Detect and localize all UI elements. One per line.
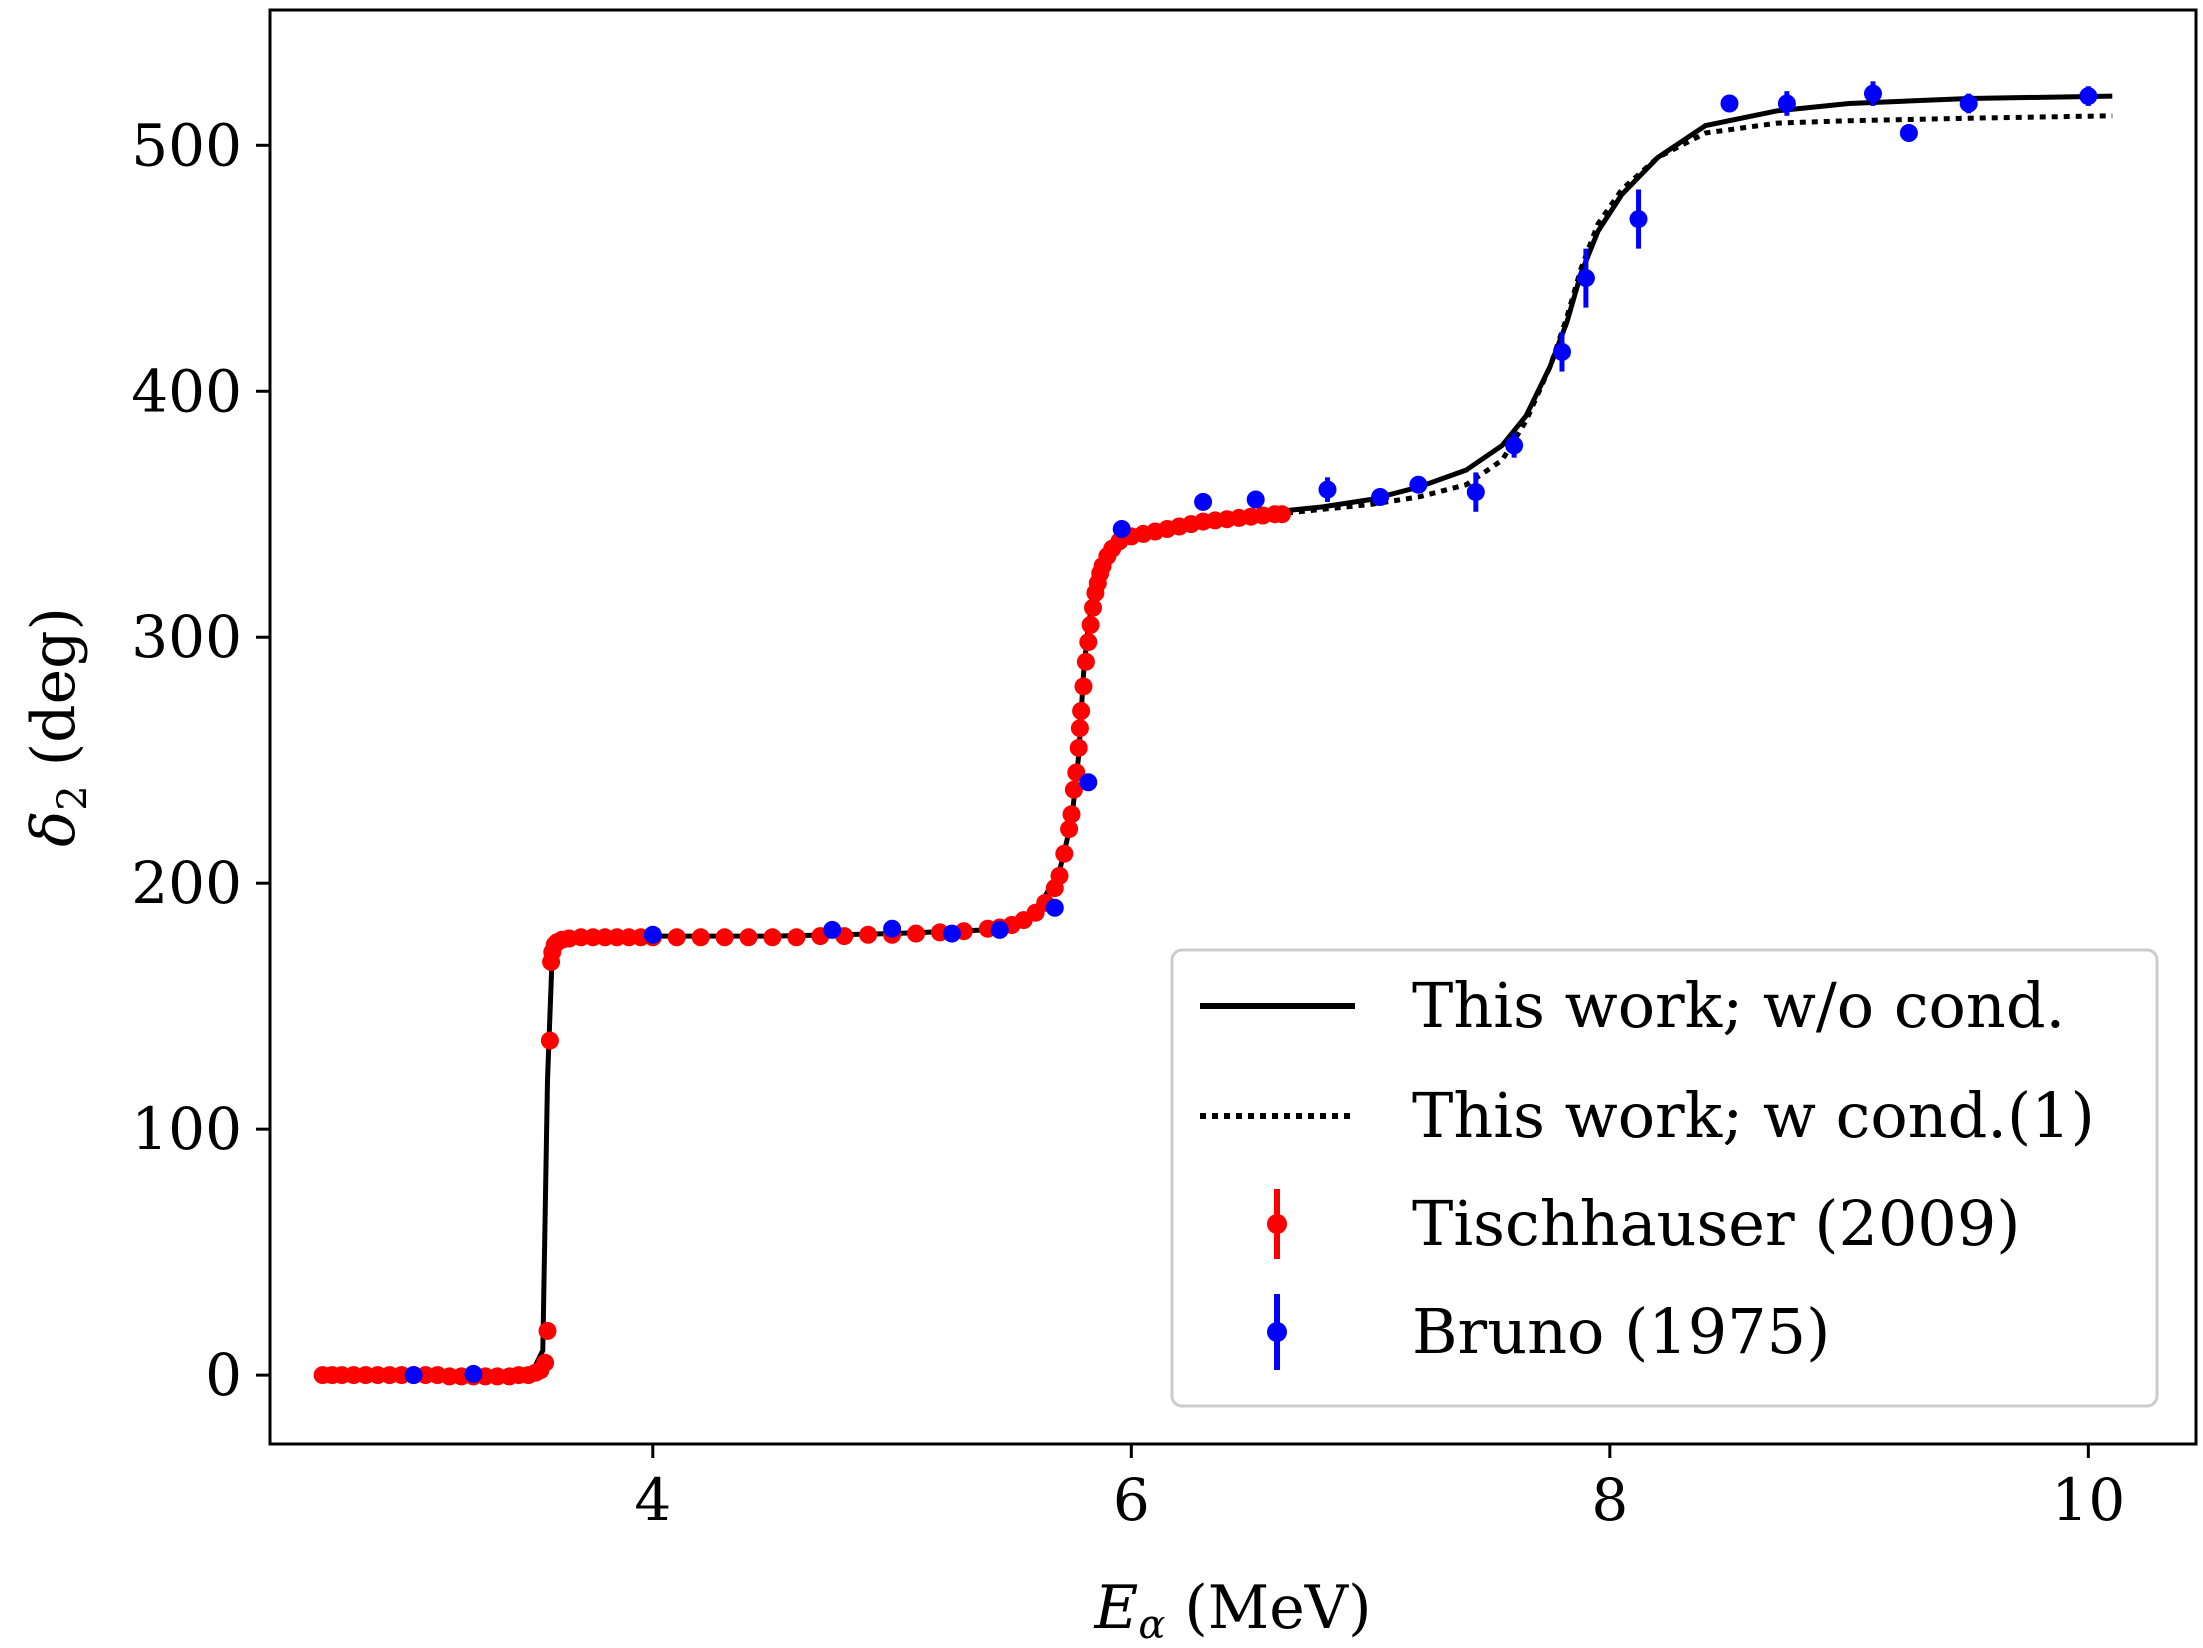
legend-frame — [1170, 948, 2159, 1408]
data-point — [404, 1366, 423, 1385]
data-point — [1505, 436, 1524, 455]
x-tick-label: 10 — [2051, 1466, 2125, 1534]
data-point — [536, 1353, 555, 1372]
plot-frame — [268, 8, 2198, 1446]
data-point — [942, 924, 961, 943]
data-point — [1069, 738, 1088, 757]
data-point — [667, 928, 686, 947]
legend: This work; w/o cond. This work; w cond.(… — [1170, 948, 2159, 1408]
legend-label-solid: This work; w/o cond. — [1412, 969, 2065, 1042]
legend-blue-marker-icon — [1267, 1322, 1287, 1342]
x-tick-label: 8 — [1591, 1466, 1628, 1534]
data-point — [1045, 898, 1064, 917]
data-point — [1084, 598, 1102, 617]
data-point — [739, 928, 758, 947]
data-point — [1079, 773, 1098, 792]
legend-label-bruno: Bruno (1975) — [1412, 1295, 1830, 1368]
data-point — [464, 1364, 483, 1383]
legend-red-marker-icon — [1267, 1214, 1287, 1234]
data-point — [1050, 866, 1069, 885]
y-tick-label: 0 — [205, 1341, 242, 1409]
data-point — [1576, 269, 1595, 288]
x-tick-label: 4 — [634, 1466, 671, 1534]
data-point — [1371, 488, 1390, 506]
data-point — [2079, 87, 2098, 106]
data-point — [1112, 520, 1131, 538]
data-point — [907, 924, 925, 943]
x-axis-label: Eα (MeV) — [1094, 1573, 1372, 1648]
data-point — [859, 925, 878, 944]
data-point — [1074, 677, 1093, 696]
data-point — [1060, 820, 1079, 839]
y-axis-label: δ2 (deg) — [19, 607, 96, 847]
data-point — [1864, 84, 1882, 103]
data-point — [990, 920, 1009, 939]
data-point — [1055, 844, 1074, 863]
data-point — [715, 928, 734, 947]
data-point — [1067, 763, 1086, 782]
y-tick-label: 100 — [131, 1095, 242, 1163]
data-point — [1246, 490, 1265, 509]
data-point — [1720, 94, 1739, 113]
data-point — [1777, 94, 1796, 113]
data-point — [1064, 780, 1083, 799]
data-point — [540, 1031, 559, 1050]
data-point — [1062, 805, 1081, 824]
y-axis-ticks: 0 100 200 300 400 500 — [131, 111, 270, 1409]
data-point — [1318, 480, 1337, 499]
y-tick-label: 200 — [131, 849, 242, 917]
data-point — [1072, 702, 1091, 720]
data-point — [883, 919, 902, 938]
data-point — [1273, 505, 1291, 524]
data-point — [1081, 615, 1100, 634]
x-tick-label: 6 — [1113, 1466, 1150, 1534]
data-point — [1409, 475, 1428, 494]
data-point — [1629, 210, 1648, 229]
data-point — [691, 928, 710, 947]
data-point — [1079, 633, 1098, 652]
data-point — [643, 925, 662, 944]
data-point — [823, 920, 842, 939]
legend-label-dotted: This work; w cond.(1) — [1412, 1079, 2095, 1152]
data-point — [1553, 342, 1571, 361]
data-point — [538, 1321, 557, 1340]
data-point — [1466, 483, 1485, 502]
data-points — [313, 81, 2098, 1386]
y-tick-label: 500 — [131, 111, 242, 179]
y-tick-label: 400 — [131, 357, 242, 425]
y-tick-label: 300 — [131, 603, 242, 671]
x-axis-ticks: 4 6 8 10 — [634, 1444, 2125, 1534]
data-point — [787, 928, 806, 947]
data-point — [763, 928, 782, 947]
data-point — [1070, 719, 1089, 738]
series-line-1 — [1274, 113, 2113, 517]
legend-label-tischhauser: Tischhauser (2009) — [1412, 1187, 2021, 1260]
data-point — [1899, 124, 1918, 142]
data-point — [1194, 492, 1213, 511]
data-point — [1959, 94, 1978, 113]
data-point — [1076, 652, 1095, 671]
